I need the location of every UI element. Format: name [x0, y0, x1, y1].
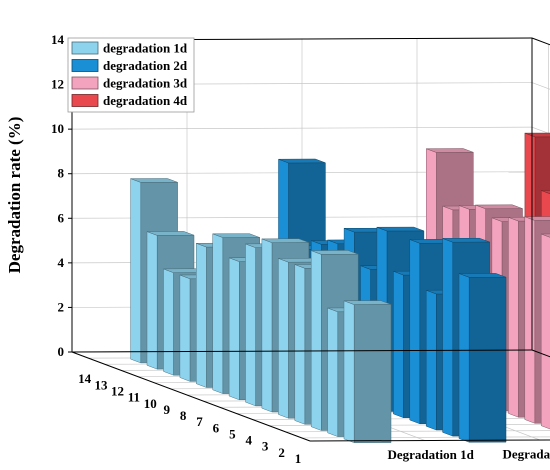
- bar-face-front: [261, 238, 273, 413]
- depth-tick-label: Degradation 2d: [503, 446, 550, 461]
- bar-face-front: [393, 270, 404, 419]
- bars-layer: [130, 132, 550, 444]
- axis-frame-edge: [71, 349, 533, 353]
- legend-swatch: [71, 41, 99, 55]
- bar-face-front: [179, 274, 191, 382]
- x-tick-label: 6: [213, 420, 220, 435]
- legend-label: degradation 1d: [103, 41, 188, 56]
- axis-frame-edge: [309, 439, 550, 442]
- legend-swatch: [71, 76, 99, 90]
- bar-degradation-2d-1: [458, 273, 507, 443]
- y-tick-label: 2: [58, 299, 65, 314]
- bar-face-top: [541, 190, 550, 195]
- axis-frame-edge: [531, 37, 550, 46]
- bar-face-top: [261, 238, 309, 243]
- axis-frame-edge: [71, 351, 311, 442]
- x-tick-label: 2: [278, 445, 285, 460]
- x-tick-label: 8: [180, 408, 187, 423]
- x-tick-label: 7: [196, 414, 203, 429]
- bar-face-top: [130, 178, 178, 183]
- bar-face-front: [294, 264, 306, 425]
- bar-face-front: [130, 178, 142, 364]
- legend-swatch: [71, 59, 99, 72]
- bar-face-top: [475, 204, 523, 210]
- bar-degradation-1d-1: [343, 300, 392, 444]
- bar-face-front: [508, 216, 519, 418]
- bar-face-top: [212, 233, 260, 238]
- bar-face-front: [146, 231, 158, 370]
- bar-face-top: [376, 226, 424, 232]
- legend: degradation 1d degradation 2d degradation …: [67, 37, 195, 113]
- bar-face-top: [278, 158, 326, 164]
- x-tick-label: 11: [128, 390, 140, 405]
- legend-label: degradation 3d: [103, 76, 188, 91]
- x-tick-label: 10: [144, 396, 157, 411]
- bar-face-top: [541, 233, 550, 238]
- bar-face-side: [353, 304, 392, 443]
- bar-face-top: [426, 148, 474, 153]
- bar-face-top: [442, 237, 490, 243]
- y-tick-label: 14: [51, 32, 65, 47]
- bar-face-front: [458, 273, 470, 443]
- x-tick-label: 4: [246, 433, 253, 448]
- x-tick-label: 13: [95, 377, 109, 392]
- bar-face-front: [343, 300, 355, 444]
- bar-face-side: [468, 276, 507, 443]
- legend-label: degradation 2d: [103, 58, 188, 73]
- y-tick-label: 8: [58, 166, 65, 181]
- x-tick-label: 12: [111, 383, 124, 398]
- bar-face-front: [212, 233, 224, 394]
- bar-face-front: [524, 216, 536, 424]
- bar-face-top: [146, 231, 195, 236]
- bar-face-top: [311, 250, 359, 255]
- x-tick-label: 1: [295, 451, 302, 466]
- x-tick-label: 9: [163, 402, 170, 417]
- y-tick-label: 6: [58, 210, 65, 225]
- bar-face-front: [245, 243, 256, 407]
- legend-label: degradation 4d: [103, 93, 188, 108]
- bar-face-front: [425, 289, 437, 431]
- y-axis-label: Degradation rate (%): [5, 117, 24, 274]
- y-tick-label: 4: [58, 255, 65, 270]
- bar-face-front: [409, 239, 421, 425]
- bar-degradation-3d-3: [540, 233, 550, 430]
- x-tick-label: 3: [262, 439, 269, 454]
- bar-face-top: [343, 300, 392, 305]
- gridline-side: [531, 37, 550, 46]
- bar-face-front: [442, 238, 454, 437]
- bar-face-front: [196, 242, 207, 388]
- depth-tick-label: Degradation 1d: [388, 447, 475, 462]
- labels-layer: 024681012141234567891011121314Degradatio…: [51, 32, 550, 466]
- bar-face-front: [163, 268, 174, 376]
- bar-face-front: [310, 250, 322, 431]
- bar-face-front: [278, 258, 289, 419]
- bar-face-front: [540, 233, 550, 430]
- y-tick-label: 10: [51, 121, 64, 136]
- bar-face-front: [327, 307, 339, 437]
- x-tick-label: 5: [229, 426, 236, 441]
- x-tick-label: 14: [78, 371, 92, 386]
- y-tick-label: 0: [58, 344, 65, 359]
- y-tick-label: 12: [51, 77, 64, 92]
- bar-face-top: [458, 273, 507, 278]
- bar-face-front: [228, 257, 240, 401]
- legend-swatch: [71, 94, 99, 107]
